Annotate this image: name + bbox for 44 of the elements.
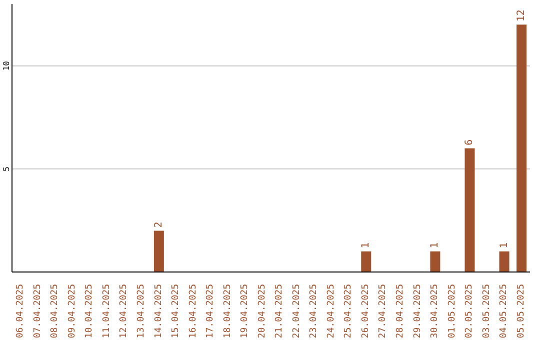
x-tick-label: 28.04.2025 xyxy=(396,284,406,338)
x-tick-label: 19.04.2025 xyxy=(240,284,250,338)
x-tick-label: 30.04.2025 xyxy=(430,284,440,338)
data-label: 1 xyxy=(498,242,510,248)
x-tick-label: 13.04.2025 xyxy=(136,284,146,338)
x-tick-label: 15.04.2025 xyxy=(171,284,182,338)
bar xyxy=(464,148,475,272)
x-tick-label: 17.04.2025 xyxy=(206,284,216,338)
data-label: 6 xyxy=(464,139,476,146)
x-tick-label: 03.05.2025 xyxy=(482,284,492,338)
y-tick-label: 10 xyxy=(2,60,11,71)
x-tick-label: 10.04.2025 xyxy=(84,284,95,338)
data-label: 1 xyxy=(430,242,441,248)
bar xyxy=(430,251,440,272)
x-tick-label: 01.05.2025 xyxy=(447,284,458,338)
x-tick-label: 23.04.2025 xyxy=(309,284,320,338)
x-tick-label: 26.04.2025 xyxy=(360,284,371,338)
bar xyxy=(361,251,372,272)
x-tick-label: 12.04.2025 xyxy=(119,284,130,338)
x-tick-label: 11.04.2025 xyxy=(102,284,112,338)
x-tick-label: 16.04.2025 xyxy=(188,284,198,338)
x-tick-label: 18.04.2025 xyxy=(222,284,233,338)
x-tick-label: 06.04.2025 xyxy=(16,284,26,338)
x-tick-label: 29.04.2025 xyxy=(412,284,423,338)
x-tick-label: 27.04.2025 xyxy=(378,284,388,338)
x-tick-label: 24.04.2025 xyxy=(326,284,336,338)
data-label: 2 xyxy=(153,222,164,228)
x-tick-label: 02.05.2025 xyxy=(464,284,475,338)
x-tick-label: 22.04.2025 xyxy=(292,284,302,338)
bar xyxy=(516,24,527,272)
x-tick-label: 25.04.2025 xyxy=(344,284,354,338)
x-tick-label: 09.04.2025 xyxy=(67,284,78,338)
x-tick-label: 04.05.2025 xyxy=(499,284,510,338)
x-tick-label: 21.04.2025 xyxy=(274,284,285,338)
y-tick-label: 5 xyxy=(2,166,11,172)
x-tick-label: 08.04.2025 xyxy=(50,284,60,338)
x-tick-label: 05.05.2025 xyxy=(516,284,526,338)
data-label: 12 xyxy=(516,10,528,22)
x-tick-label: 20.04.2025 xyxy=(257,284,268,338)
bar xyxy=(154,230,164,272)
x-tick-label: 07.04.2025 xyxy=(32,284,43,338)
data-label: 1 xyxy=(360,242,372,248)
bar xyxy=(499,251,510,272)
x-tick-label: 14.04.2025 xyxy=(154,284,164,338)
